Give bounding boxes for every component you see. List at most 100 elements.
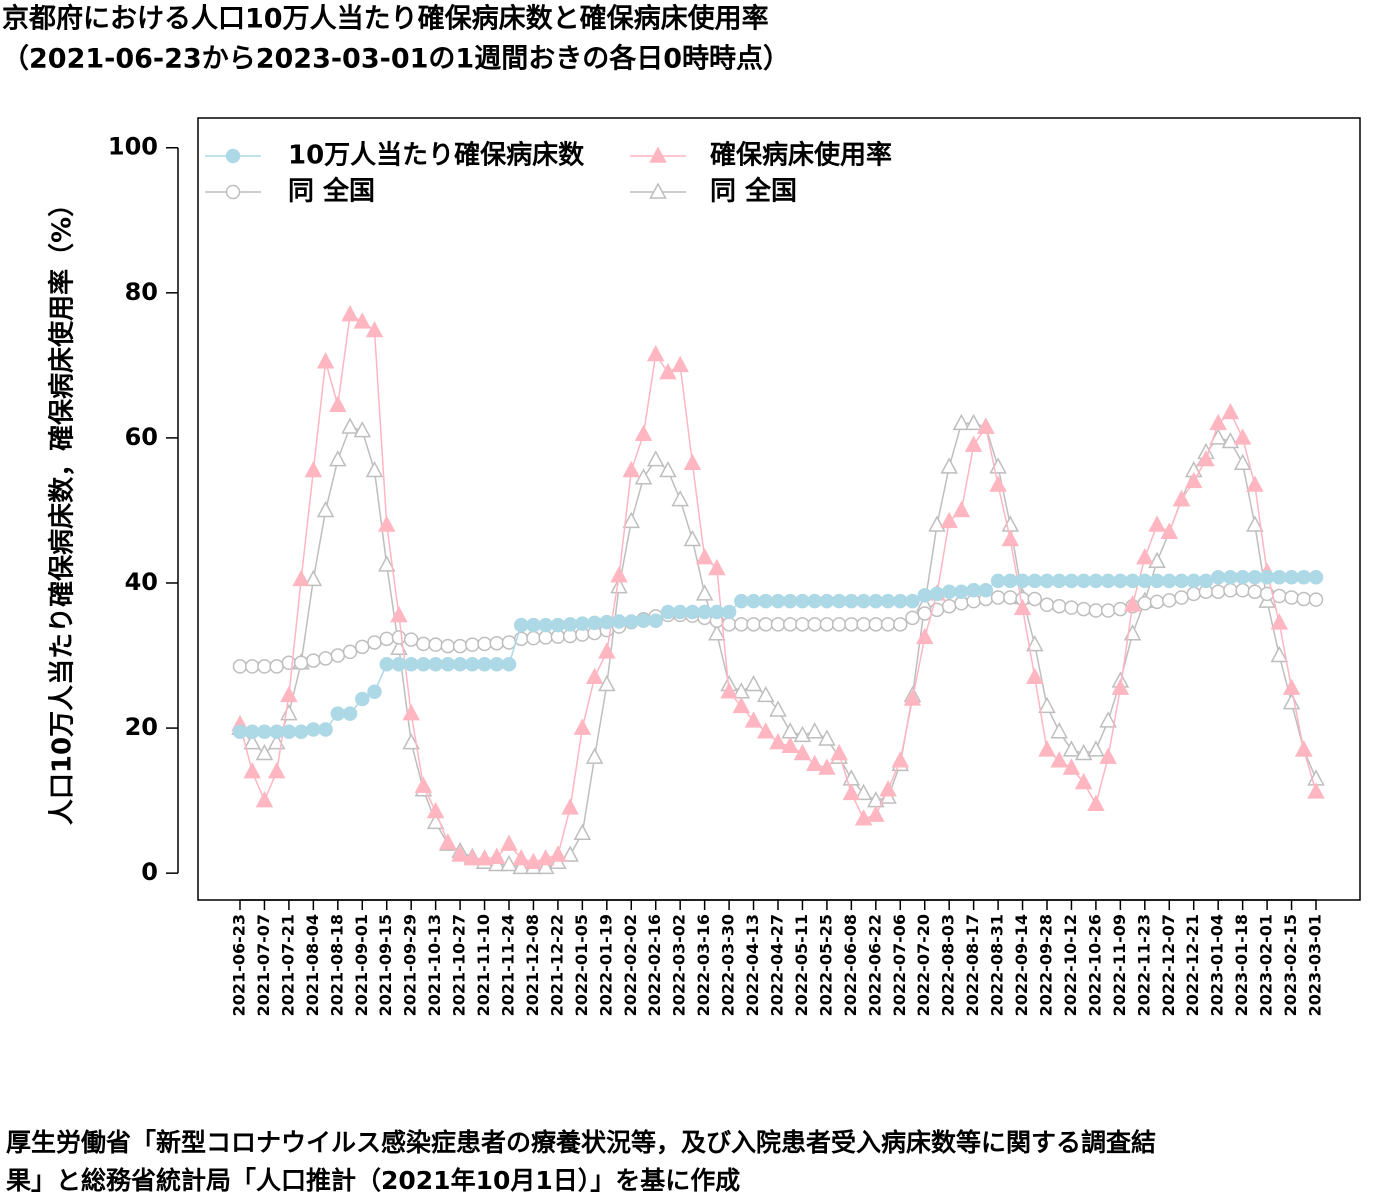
point: [280, 685, 298, 703]
x-tick-label: 2022-07-20: [914, 914, 933, 1016]
point: [831, 617, 847, 632]
point: [660, 604, 676, 620]
point: [1100, 603, 1116, 618]
point: [842, 783, 861, 801]
chart-title: 京都府における人口10万人当たり確保病床数と確保病床使用率: [2, 3, 769, 35]
point: [917, 606, 932, 621]
point: [316, 352, 335, 369]
point: [1064, 600, 1079, 615]
x-tick-label: 2021-11-24: [499, 914, 518, 1016]
point: [952, 413, 971, 431]
point: [585, 667, 604, 685]
point: [646, 450, 665, 467]
point: [475, 849, 494, 866]
point: [915, 627, 934, 645]
point: [709, 604, 725, 620]
x-tick-label: 2022-03-16: [694, 914, 713, 1016]
point: [941, 584, 957, 599]
point: [281, 724, 297, 739]
legend-item: 同 全国: [630, 176, 797, 207]
point: [622, 511, 641, 529]
point: [1233, 453, 1252, 471]
point: [1270, 645, 1289, 663]
x-tick-label: 2022-12-21: [1183, 914, 1202, 1016]
x-tick-label: 2021-06-23: [230, 914, 249, 1016]
point: [1223, 582, 1238, 598]
point: [232, 724, 248, 739]
point: [587, 615, 602, 631]
point: [293, 655, 309, 671]
point: [1197, 450, 1215, 467]
series: [232, 582, 1324, 674]
point: [500, 834, 518, 851]
point: [978, 582, 994, 598]
x-tick-label: 2021-10-13: [425, 914, 444, 1016]
x-tick-label: 2021-08-18: [327, 914, 346, 1016]
point: [1038, 696, 1056, 714]
x-tick-label: 2022-04-27: [768, 914, 787, 1016]
point: [1074, 772, 1093, 790]
point: [1088, 603, 1104, 618]
point: [1247, 569, 1263, 585]
point: [1050, 722, 1068, 739]
legend-marker: [649, 146, 667, 163]
x-tick-label: 2022-04-13: [743, 914, 762, 1016]
legend-marker: [225, 148, 241, 164]
point: [1137, 573, 1153, 589]
point: [1136, 548, 1154, 565]
point: [526, 617, 541, 633]
y-tick-label: 60: [125, 423, 158, 451]
x-tick-label: 2022-01-19: [596, 914, 615, 1016]
x-tick-label: 2022-10-12: [1061, 914, 1080, 1016]
point: [243, 732, 261, 750]
point: [391, 630, 407, 645]
x-tick-label: 2021-07-07: [254, 914, 273, 1016]
x-tick-label: 2022-09-14: [1012, 914, 1031, 1016]
point: [330, 648, 346, 663]
point: [708, 624, 726, 641]
point: [782, 593, 798, 609]
point: [659, 460, 677, 478]
point: [561, 845, 579, 862]
point: [1162, 573, 1177, 589]
point: [1198, 573, 1214, 589]
point: [232, 659, 248, 674]
point: [318, 651, 333, 666]
legend-label: 10万人当たり確保病床数: [288, 140, 585, 171]
point: [831, 593, 847, 609]
x-tick-label: 2022-02-16: [645, 914, 664, 1016]
point: [1123, 595, 1142, 612]
point: [304, 460, 323, 478]
x-tick-label: 2022-08-31: [988, 914, 1007, 1016]
point: [477, 656, 492, 672]
series: [232, 569, 1324, 739]
point: [255, 743, 274, 761]
point: [1210, 569, 1226, 585]
point: [377, 515, 396, 532]
y-tick-label: 80: [125, 278, 158, 306]
point: [501, 656, 517, 672]
point: [1064, 573, 1079, 589]
point: [440, 638, 456, 654]
point: [1296, 569, 1312, 585]
point: [867, 805, 885, 822]
point: [830, 743, 848, 761]
point: [721, 617, 737, 632]
point: [501, 635, 517, 650]
point: [1308, 592, 1324, 607]
point: [341, 417, 359, 434]
point: [734, 617, 749, 632]
point: [426, 801, 445, 819]
point: [416, 636, 431, 652]
point: [624, 614, 639, 629]
point: [538, 630, 553, 645]
point: [990, 590, 1006, 605]
x-tick-label: 2021-09-29: [401, 914, 420, 1016]
point: [1272, 588, 1287, 604]
point: [1039, 573, 1055, 589]
point: [403, 656, 419, 672]
point: [844, 617, 859, 632]
point: [1099, 747, 1117, 764]
point: [536, 857, 555, 875]
